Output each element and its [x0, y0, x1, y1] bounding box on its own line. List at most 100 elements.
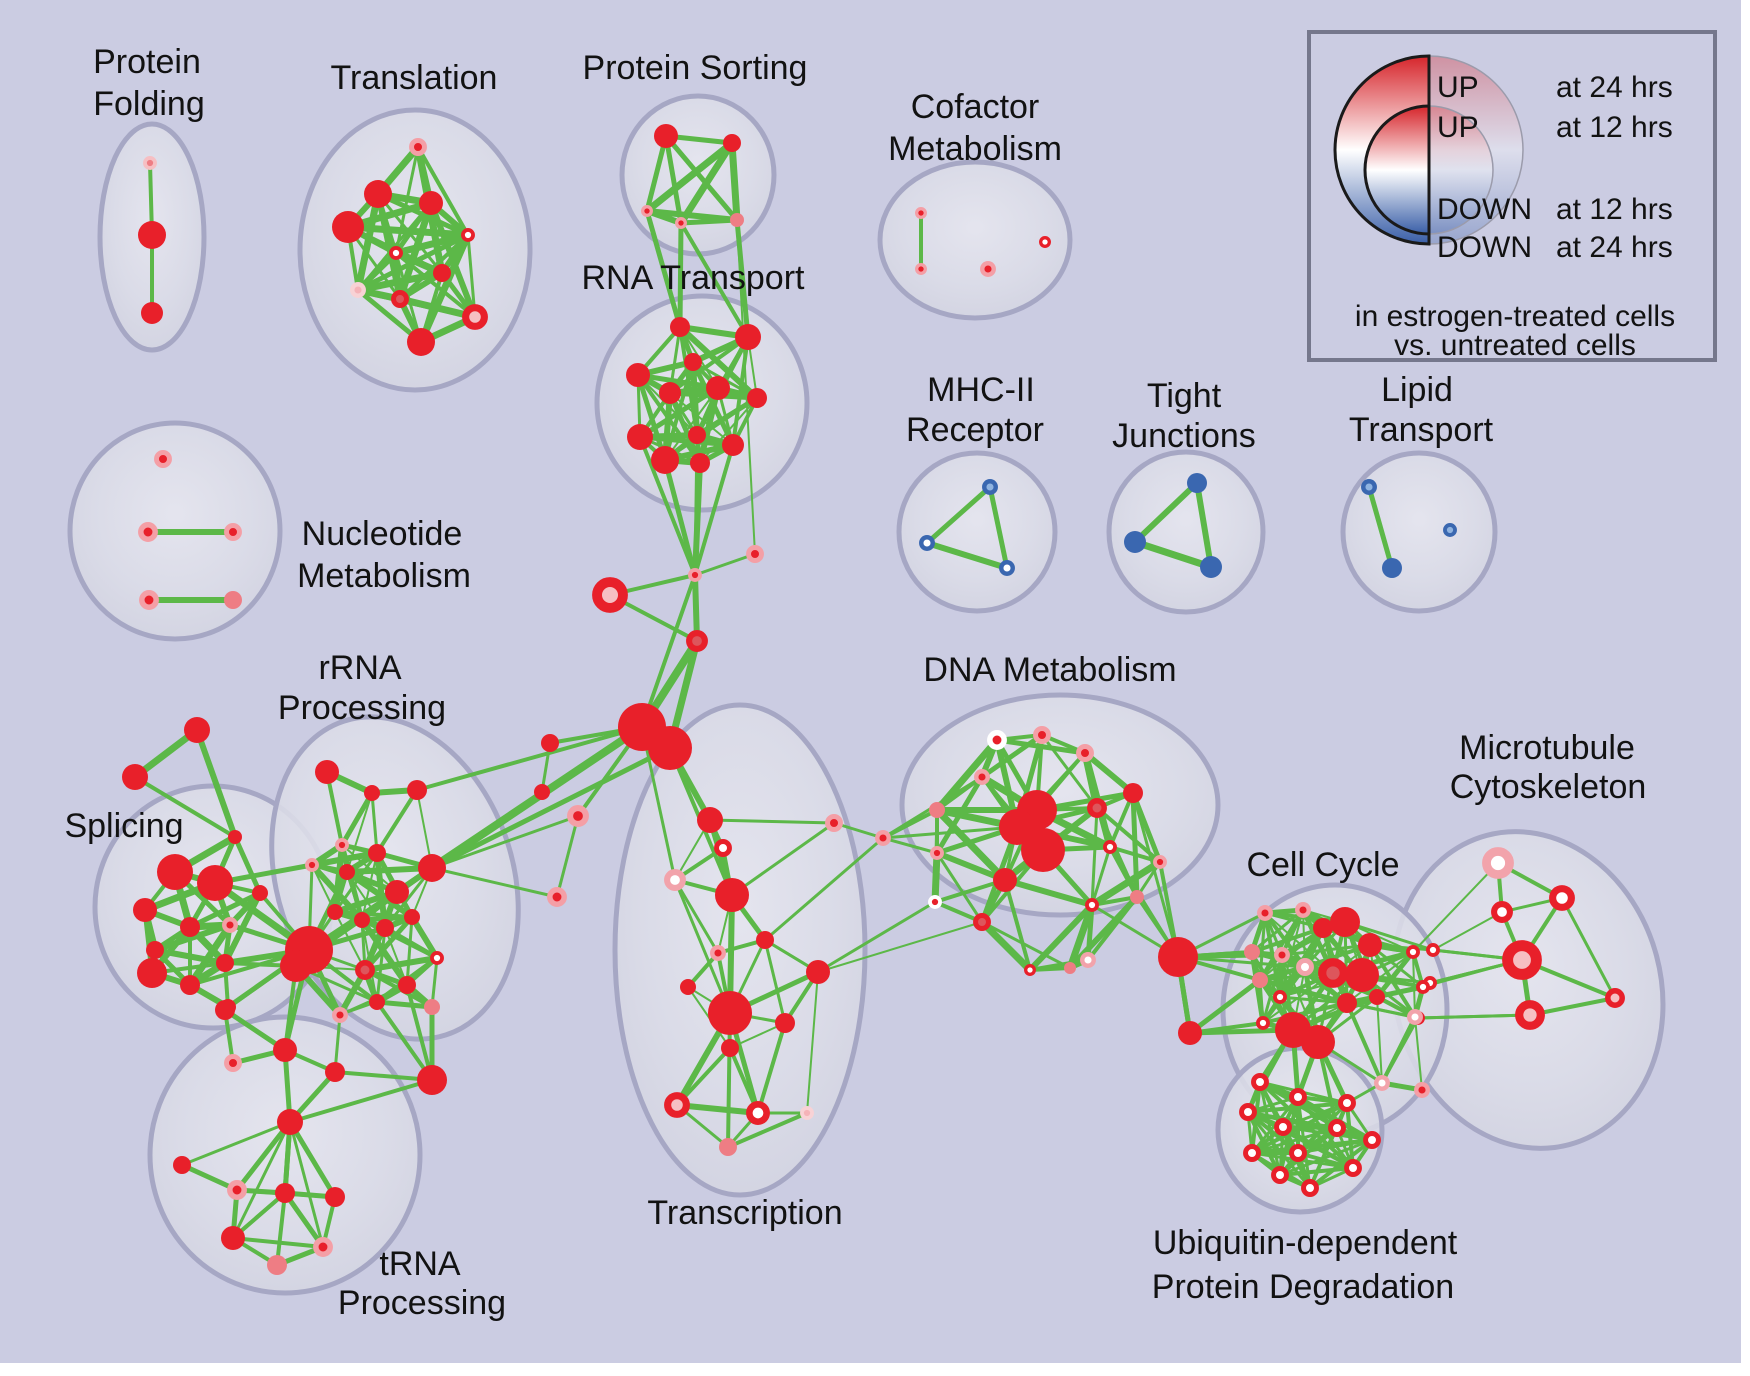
network-node: [1502, 940, 1542, 980]
network-edge: [334, 911, 366, 971]
network-edge: [152, 947, 228, 966]
network-edge: [729, 1022, 786, 1049]
network-node: [224, 1054, 242, 1072]
network-edge: [287, 1119, 338, 1200]
network-node: [138, 221, 166, 249]
network-edge: [306, 865, 435, 953]
network-node: [462, 304, 488, 330]
cluster-label-rrna-processing: Processing: [278, 689, 446, 727]
network-node: [641, 205, 653, 217]
network-node: [929, 802, 945, 818]
network-node: [1187, 473, 1207, 493]
network-node: [746, 1101, 770, 1125]
network-node: [409, 138, 427, 156]
network-edge: [1003, 878, 1032, 972]
network-node: [1244, 944, 1260, 960]
network-edge: [736, 219, 756, 555]
network-node: [1274, 1118, 1292, 1136]
network-node: [1313, 918, 1333, 938]
network-node: [1414, 1082, 1430, 1098]
network-node: [391, 290, 409, 308]
network-node: [919, 535, 935, 551]
network-edge: [1412, 862, 1499, 953]
network-edge: [933, 806, 1009, 884]
network-edge: [1560, 896, 1617, 1000]
network-node: [133, 898, 157, 922]
network-node: [541, 734, 559, 752]
network-node: [915, 263, 927, 275]
network-edge: [924, 484, 993, 546]
network-node: [1033, 726, 1051, 744]
network-edge: [179, 1162, 240, 1193]
network-node: [137, 958, 167, 988]
network-node: [1369, 989, 1385, 1005]
network-node: [1328, 1119, 1346, 1137]
network-node: [1549, 885, 1575, 911]
network-edge: [934, 850, 1008, 883]
network-node: [684, 353, 702, 371]
network-node: [433, 264, 451, 282]
network-node: [775, 1013, 795, 1033]
network-node: [973, 913, 991, 931]
network-node: [267, 1255, 287, 1275]
network-node: [648, 726, 692, 770]
cluster-label-rna-transport: RNA Transport: [582, 259, 806, 297]
network-edge: [186, 921, 234, 989]
cluster-ellipse-mhc-ii-receptor: [896, 450, 1058, 614]
cluster-label-rrna-processing: rRNA: [318, 649, 401, 687]
network-edge: [375, 1000, 434, 1082]
network-node: [1443, 523, 1457, 537]
network-node: [928, 895, 942, 909]
network-edge: [987, 484, 1010, 571]
network-edge: [234, 1119, 293, 1193]
network-node: [1273, 990, 1287, 1004]
network-edge: [354, 190, 382, 294]
network-edge: [1278, 995, 1349, 1005]
legend: UP at 24 hrs UP at 12 hrs DOWN at 12 hrs DOWN a…: [1307, 30, 1717, 362]
network-node: [1256, 1016, 1270, 1030]
network-node: [690, 453, 710, 473]
network-edge: [1296, 1151, 1355, 1170]
network-edge: [375, 788, 419, 855]
network-node: [461, 228, 475, 242]
network-edge: [978, 918, 1034, 974]
network-edge: [664, 134, 683, 225]
network-node: [1103, 840, 1117, 854]
network-edge: [152, 922, 233, 953]
network-edge: [370, 791, 379, 855]
network-node: [1252, 972, 1268, 988]
network-node: [146, 941, 164, 959]
network-edge: [979, 732, 1045, 780]
network-edge: [275, 1191, 287, 1267]
network-edge: [726, 1111, 809, 1149]
cluster-label-mhc-ii-receptor: MHC-II: [927, 371, 1035, 409]
network-node: [670, 317, 690, 337]
network-edge: [1250, 1126, 1339, 1155]
cluster-label-splicing: Splicing: [64, 807, 183, 845]
network-edge: [931, 849, 941, 906]
cluster-label-cofactor-metabolism: Metabolism: [888, 130, 1062, 168]
network-edge: [332, 842, 345, 915]
network-edge: [664, 387, 719, 461]
network-edge: [187, 890, 263, 930]
network-node: [627, 424, 653, 450]
network-edge: [678, 217, 740, 226]
network-edge: [679, 221, 750, 339]
network-node: [1239, 1103, 1257, 1121]
cluster-label-trna-processing: Processing: [338, 1284, 506, 1322]
network-node: [1330, 907, 1360, 937]
network-edge: [1258, 908, 1305, 982]
network-node: [1296, 958, 1314, 976]
network-edge: [1090, 845, 1112, 907]
network-node: [1416, 980, 1430, 994]
network-node: [651, 446, 679, 474]
network-edge: [333, 1070, 434, 1082]
network-node: [688, 426, 706, 444]
network-edge: [692, 572, 700, 644]
network-node: [369, 994, 385, 1010]
network-edge: [1376, 951, 1414, 998]
cluster-label-microtubule-cytoskeleton: Microtubule: [1459, 729, 1635, 767]
network-node: [1289, 1088, 1307, 1106]
network-edge: [1131, 791, 1180, 959]
network-edge: [1090, 895, 1139, 907]
